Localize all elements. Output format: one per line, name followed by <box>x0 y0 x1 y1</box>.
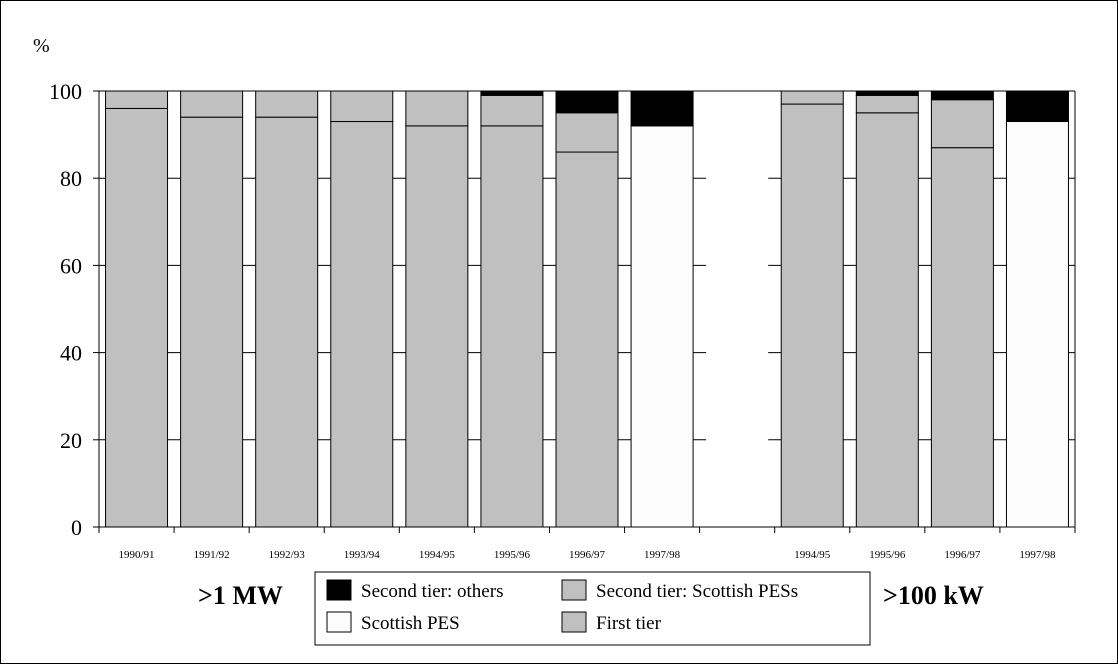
legend-box <box>314 571 871 646</box>
x-tick-label-11: 1996/97 <box>944 549 981 561</box>
bar-gap-8 <box>706 91 769 527</box>
bar-first-tier-10 <box>855 112 919 528</box>
x-tick-label-3: 1993/94 <box>344 549 381 561</box>
y-tick-label-40: 40 <box>60 341 82 366</box>
bar-first-tier-9 <box>780 103 844 528</box>
y-tick-label-100: 100 <box>49 79 82 104</box>
y-tick-label-60: 60 <box>60 253 82 278</box>
x-tick-label-7: 1997/98 <box>644 549 681 561</box>
bars <box>105 90 1069 528</box>
x-tick-label-1: 1991/92 <box>194 549 230 561</box>
x-tick-label-9: 1994/95 <box>794 549 831 561</box>
bar-first-tier-4 <box>405 125 469 528</box>
bar-first-tier-2 <box>255 116 319 528</box>
bar-first-tier-5 <box>480 125 544 528</box>
bar-first-tier-0 <box>105 107 169 528</box>
bar-second-tier-others-6 <box>555 90 619 114</box>
y-tick-labels: 0 20 40 60 80 100 <box>49 79 82 540</box>
bar-second-tier-scottish-pess-10 <box>855 94 919 114</box>
legend-label-second-tier-scottish-pess: Second tier: Scottish PESs <box>596 581 798 602</box>
y-tick-label-0: 0 <box>71 515 82 540</box>
bar-second-tier-scottish-pess-3 <box>330 90 394 123</box>
bar-scottish-pes-12 <box>1005 121 1069 528</box>
y-tick-label-80: 80 <box>60 166 82 191</box>
bar-second-tier-scottish-pess-9 <box>780 90 844 105</box>
bar-second-tier-scottish-pess-6 <box>555 112 619 153</box>
x-tick-label-0: 1990/91 <box>119 549 155 561</box>
legend-label-first-tier: First tier <box>596 613 662 634</box>
group-label-100kw: >100 kW <box>883 581 984 610</box>
legend-label-scottish-pes: Scottish PES <box>361 613 460 634</box>
bar-first-tier-11 <box>930 147 994 528</box>
x-tick-label-5: 1995/96 <box>494 549 531 561</box>
x-tick-label-4: 1994/95 <box>419 549 456 561</box>
x-tick-label-2: 1992/93 <box>269 549 306 561</box>
y-unit-label: % <box>33 35 50 57</box>
bar-second-tier-scottish-pess-11 <box>930 99 994 149</box>
bar-second-tier-others-10 <box>855 90 919 96</box>
bar-scottish-pes-7 <box>630 125 694 528</box>
legend-label-second-tier-others: Second tier: others <box>361 581 503 602</box>
bar-first-tier-3 <box>330 121 394 528</box>
legend-swatch-scottish-pes <box>326 611 352 633</box>
legend-swatch-second-tier-others <box>326 579 352 601</box>
bar-second-tier-scottish-pess-5 <box>480 94 544 127</box>
x-tick-labels: 1990/91 1991/92 1992/93 1993/94 1994/95 1995/… <box>119 549 1056 561</box>
bar-second-tier-scottish-pess-1 <box>180 90 244 118</box>
legend-swatch-second-tier-scottish-pess <box>561 579 587 601</box>
bar-second-tier-others-5 <box>480 90 544 96</box>
axes <box>93 90 1076 533</box>
x-tick-label-12: 1997/98 <box>1019 549 1056 561</box>
bar-second-tier-scottish-pess-4 <box>405 90 469 127</box>
group-label-1mw: >1 MW <box>198 581 283 610</box>
bar-second-tier-others-11 <box>930 90 994 101</box>
legend-swatch-first-tier <box>561 611 587 633</box>
y-tick-label-20: 20 <box>60 428 82 453</box>
x-tick-label-6: 1996/97 <box>569 549 606 561</box>
bar-second-tier-others-12 <box>1005 90 1069 123</box>
bar-first-tier-1 <box>180 116 244 528</box>
bar-second-tier-scottish-pess-0 <box>105 90 169 109</box>
legend: Second tier: others Second tier: Scottis… <box>314 571 871 646</box>
x-tick-label-10: 1995/96 <box>869 549 906 561</box>
bar-first-tier-6 <box>555 151 619 528</box>
bar-second-tier-others-7 <box>630 90 694 127</box>
bar-second-tier-scottish-pess-2 <box>255 90 319 118</box>
